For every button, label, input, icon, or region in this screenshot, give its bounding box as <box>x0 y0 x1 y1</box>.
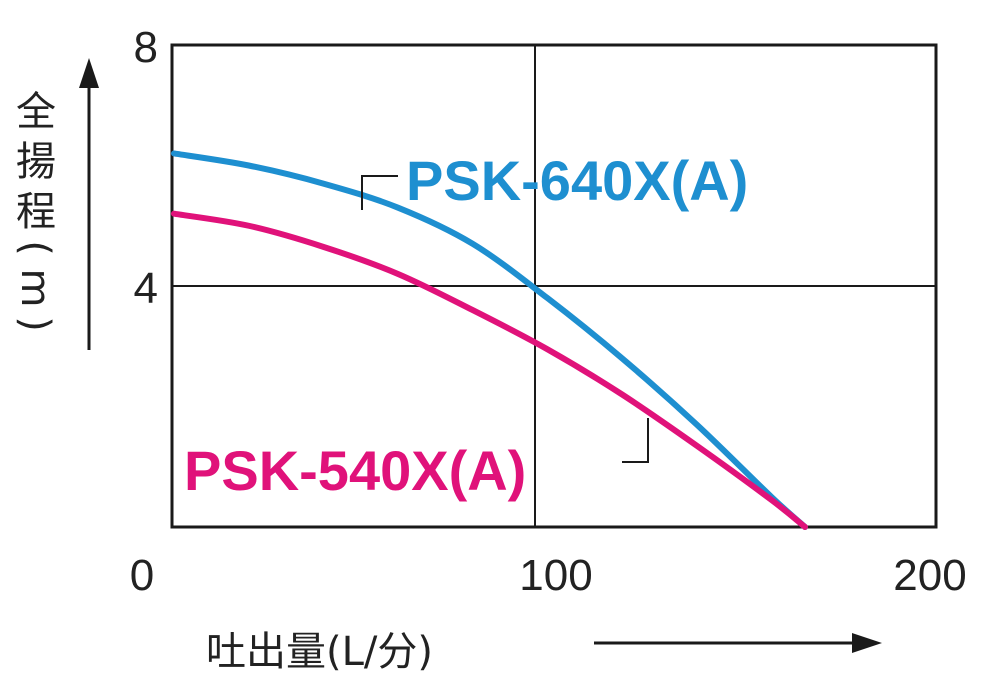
y-axis-title-char: 揚 <box>16 139 56 185</box>
series-callout-psk-540xa <box>622 418 649 463</box>
x-axis-title: 吐出量(L/分) <box>206 629 433 675</box>
y-axis-arrow-head <box>79 58 99 88</box>
y-tick-label: 8 <box>134 23 158 72</box>
series-line-psk-540x-a- <box>171 210 809 530</box>
series-line-psk-640x-a- <box>171 150 809 530</box>
y-axis-title-char: ( <box>12 240 58 256</box>
y-axis-title-char: ) <box>12 316 58 332</box>
x-tick-label: 200 <box>893 551 966 600</box>
y-axis-title-char: 全 <box>16 89 56 135</box>
y-axis-title: 全揚程 ( m) <box>12 89 58 332</box>
x-tick-label: 100 <box>519 551 592 600</box>
series-label-psk-640xa: PSK-640X(A) <box>406 149 748 212</box>
series-layer <box>171 150 809 530</box>
x-axis-arrow-head <box>852 633 882 653</box>
y-tick-label: 4 <box>134 264 158 313</box>
x-tick-label: 0 <box>130 551 154 600</box>
y-axis-title-char: 程 <box>16 189 56 235</box>
y-axis-title-char: m <box>12 269 58 308</box>
series-label-psk-540xa: PSK-540X(A) <box>184 439 526 502</box>
series-callout-psk-640xa <box>361 175 398 210</box>
tick-layer: 0 100 200 8 4 <box>130 23 967 600</box>
